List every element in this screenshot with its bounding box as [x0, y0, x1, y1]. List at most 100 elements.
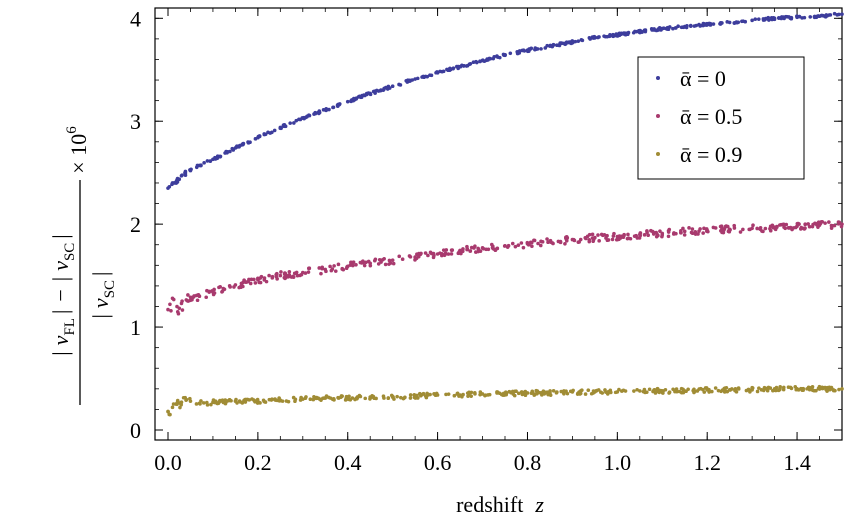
data-point	[567, 40, 572, 45]
data-point	[689, 230, 694, 235]
data-point	[657, 390, 662, 395]
data-point	[261, 398, 266, 403]
data-point	[701, 231, 705, 235]
data-point	[704, 386, 709, 390]
data-point	[237, 285, 241, 290]
data-point	[177, 177, 182, 182]
data-point	[587, 237, 592, 242]
data-point	[605, 34, 610, 39]
data-point	[819, 13, 824, 18]
data-point	[513, 244, 518, 249]
data-point	[533, 47, 537, 52]
data-point	[720, 226, 724, 231]
data-point	[242, 278, 246, 282]
data-point	[386, 396, 391, 400]
data-point	[218, 284, 222, 289]
data-point	[642, 233, 647, 237]
data-point	[246, 141, 251, 145]
data-point	[450, 248, 455, 252]
data-point	[679, 230, 683, 235]
data-point	[707, 390, 711, 394]
data-point	[352, 96, 356, 101]
data-point	[322, 396, 326, 400]
data-point	[291, 395, 296, 400]
data-point	[837, 387, 841, 392]
data-point	[564, 41, 568, 45]
data-point	[188, 396, 192, 401]
data-point	[332, 264, 336, 268]
data-point	[635, 387, 639, 392]
data-point	[535, 47, 540, 51]
data-point	[590, 232, 595, 237]
data-point	[704, 229, 709, 233]
data-point	[808, 15, 813, 19]
data-point	[400, 257, 405, 261]
data-point	[757, 386, 761, 390]
data-point	[294, 118, 299, 123]
data-point	[788, 16, 793, 21]
data-point	[663, 387, 668, 392]
data-point	[415, 76, 420, 81]
data-point	[626, 232, 630, 237]
data-point	[570, 39, 575, 43]
data-point	[441, 248, 446, 252]
data-point	[277, 399, 282, 403]
data-point	[446, 252, 451, 256]
data-point	[781, 222, 785, 227]
data-point	[642, 387, 647, 392]
data-point	[199, 399, 203, 403]
data-point	[457, 250, 461, 254]
data-point	[324, 269, 328, 274]
data-point	[620, 389, 624, 393]
data-points	[166, 11, 844, 417]
data-point	[758, 227, 762, 231]
data-point	[770, 223, 775, 228]
data-point	[263, 132, 268, 137]
data-point	[304, 395, 308, 399]
data-point	[357, 94, 362, 99]
data-point	[183, 395, 187, 400]
data-point	[816, 225, 820, 229]
data-point	[529, 391, 534, 396]
data-point	[750, 386, 755, 390]
x-tick-label: 1.0	[604, 450, 632, 475]
data-point	[633, 29, 637, 34]
y-tick-label: 1	[130, 315, 141, 340]
data-point	[817, 384, 822, 389]
data-point	[559, 389, 564, 394]
data-point	[379, 260, 383, 264]
data-point	[201, 401, 206, 405]
data-point	[378, 88, 383, 93]
data-point	[423, 251, 428, 255]
data-point	[344, 266, 349, 271]
data-point	[732, 223, 737, 228]
data-point	[787, 226, 791, 230]
data-point	[506, 243, 511, 248]
data-point	[171, 402, 176, 406]
legend-label: ᾱ = 0	[680, 66, 726, 91]
data-point	[466, 394, 470, 398]
data-point	[346, 397, 351, 402]
data-point	[810, 385, 814, 390]
data-point	[382, 396, 386, 400]
data-point	[366, 259, 371, 264]
data-point	[293, 399, 297, 404]
data-point	[278, 126, 283, 131]
data-point	[417, 251, 421, 256]
legend-label: ᾱ = 0.5	[680, 104, 742, 129]
data-point	[796, 388, 801, 392]
data-point	[713, 226, 718, 230]
data-point	[763, 226, 768, 231]
data-point	[307, 266, 311, 271]
data-point	[311, 397, 316, 402]
data-point	[521, 245, 526, 250]
data-point	[617, 387, 621, 392]
data-point	[734, 390, 739, 394]
data-point	[177, 306, 182, 311]
data-point	[532, 238, 536, 243]
data-point	[267, 273, 271, 278]
data-point	[728, 227, 732, 232]
data-point	[555, 390, 559, 394]
data-point	[248, 281, 253, 286]
data-point	[632, 389, 636, 393]
